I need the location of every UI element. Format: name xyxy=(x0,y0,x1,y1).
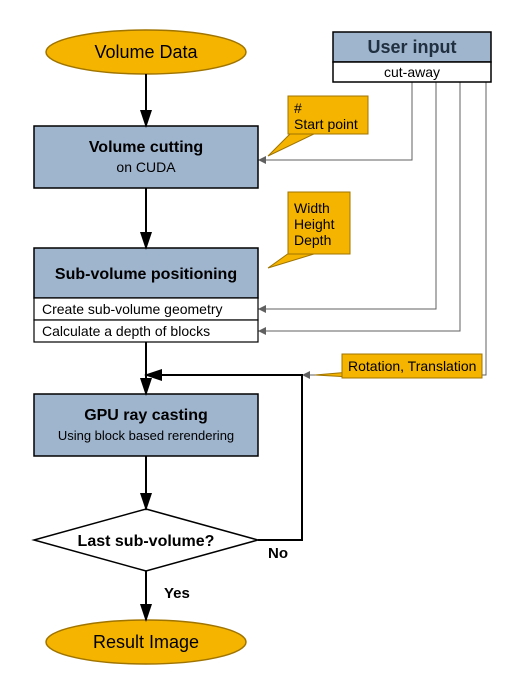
svg-text:Using block based rerendering: Using block based rerendering xyxy=(58,428,234,443)
callout-width-height-depth: WidthHeightDepth xyxy=(268,192,350,268)
svg-text:Volume Data: Volume Data xyxy=(94,42,198,62)
svg-text:Width: Width xyxy=(294,200,330,216)
svg-text:cut-away: cut-away xyxy=(384,64,440,80)
svg-text:Yes: Yes xyxy=(164,585,190,602)
user-input-box: User input cut-away xyxy=(333,32,491,82)
svg-text:Height: Height xyxy=(294,216,335,232)
svg-text:Last sub-volume?: Last sub-volume? xyxy=(78,533,215,550)
process-sub-volume-positioning: Sub-volume positioning Create sub-volume … xyxy=(34,248,258,342)
svg-text:Depth: Depth xyxy=(294,232,331,248)
svg-text:User input: User input xyxy=(367,37,456,57)
svg-text:Volume cutting: Volume cutting xyxy=(89,139,203,156)
process-gpu-ray-casting: GPU ray casting Using block based rerende… xyxy=(34,394,258,456)
terminal-volume-data: Volume Data xyxy=(46,30,246,74)
svg-text:on CUDA: on CUDA xyxy=(116,159,176,175)
decision-last-sub-volume: Last sub-volume? xyxy=(34,509,258,571)
svg-text:Sub-volume positioning: Sub-volume positioning xyxy=(55,266,237,283)
process-volume-cutting: Volume cutting on CUDA xyxy=(34,126,258,188)
svg-text:#: # xyxy=(294,100,302,116)
svg-text:Calculate a depth of blocks: Calculate a depth of blocks xyxy=(42,323,210,339)
svg-text:Result Image: Result Image xyxy=(93,632,199,652)
svg-text:No: No xyxy=(268,545,288,562)
callout-start-point: #Start point xyxy=(268,96,368,156)
svg-text:Rotation, Translation: Rotation, Translation xyxy=(348,358,476,374)
svg-text:GPU ray casting: GPU ray casting xyxy=(84,407,208,424)
terminal-result-image: Result Image xyxy=(46,620,246,664)
callout-rotation-translation: Rotation, Translation xyxy=(315,354,482,378)
svg-text:Create sub-volume geometry: Create sub-volume geometry xyxy=(42,301,223,317)
svg-text:Start point: Start point xyxy=(294,116,358,132)
